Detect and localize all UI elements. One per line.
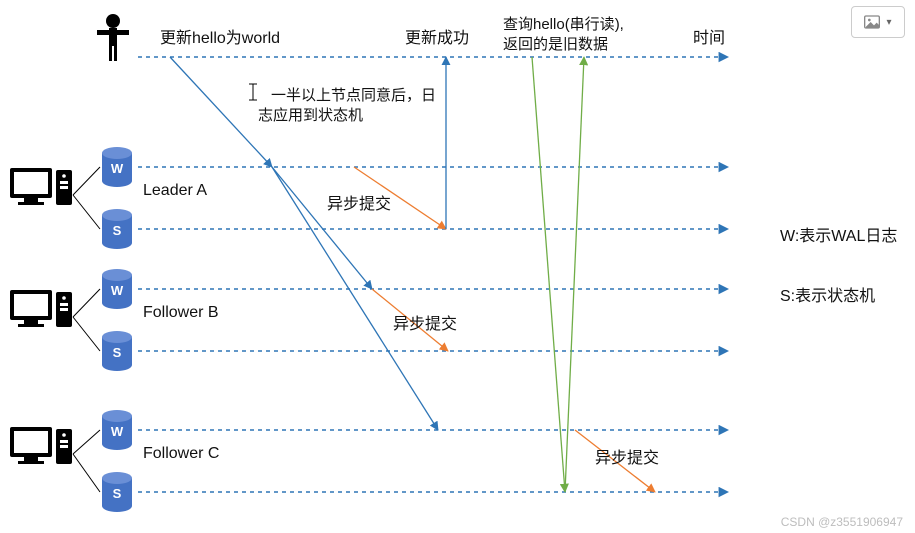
diagram-stage: ▾ WSWSWS 更新hello为world更新成功查询hello(串行读) — [0, 0, 915, 533]
watermark: CSDN @z3551906947 — [781, 515, 903, 529]
arrow-query-up — [565, 57, 584, 492]
connector — [73, 454, 100, 492]
computer-icon — [10, 427, 72, 464]
label-query_l2: 返回的是旧数据 — [503, 33, 608, 54]
label-legend_W: W:表示WAL日志 — [780, 222, 897, 246]
connector — [73, 167, 100, 195]
cylinder-followerB_S: S — [102, 331, 132, 371]
computer-icon — [10, 290, 72, 327]
person-icon — [97, 14, 129, 61]
label-consensus_l2: 志应用到状态机 — [258, 104, 363, 125]
label-leaderA: Leader A — [143, 182, 207, 200]
arrow-client-to-leaderW — [170, 57, 272, 167]
label-update_ok: 更新成功 — [405, 24, 469, 48]
cylinder-leaderA_S: S — [102, 209, 132, 249]
cylinder-letter: S — [102, 345, 132, 360]
label-time: 时间 — [693, 24, 725, 48]
label-consensus_l1: 一半以上节点同意后，日 — [271, 84, 436, 105]
cylinder-letter: W — [102, 424, 132, 439]
label-query_l1: 查询hello(串行读), — [503, 13, 624, 34]
label-async1: 异步提交 — [327, 190, 391, 214]
computer-icon — [10, 168, 72, 205]
arrow-query-down — [532, 57, 565, 492]
cylinder-letter: S — [102, 223, 132, 238]
connector — [73, 289, 100, 317]
connector — [73, 317, 100, 351]
arrow-leaderW-to-followBW — [272, 167, 372, 289]
label-async2: 异步提交 — [393, 310, 457, 334]
cylinder-letter: W — [102, 161, 132, 176]
label-followerC: Follower C — [143, 445, 219, 463]
connector — [73, 430, 100, 454]
cylinder-letter: W — [102, 283, 132, 298]
text-cursor — [249, 84, 257, 100]
label-update_cmd: 更新hello为world — [160, 24, 280, 48]
cylinder-followerC_S: S — [102, 472, 132, 512]
cylinder-followerB_W: W — [102, 269, 132, 309]
cylinder-letter: S — [102, 486, 132, 501]
label-followerB: Follower B — [143, 304, 219, 322]
label-async3: 异步提交 — [595, 444, 659, 468]
label-legend_S: S:表示状态机 — [780, 282, 875, 306]
cylinder-followerC_W: W — [102, 410, 132, 450]
connector — [73, 195, 100, 229]
cylinder-leaderA_W: W — [102, 147, 132, 187]
diagram-svg — [0, 0, 915, 533]
